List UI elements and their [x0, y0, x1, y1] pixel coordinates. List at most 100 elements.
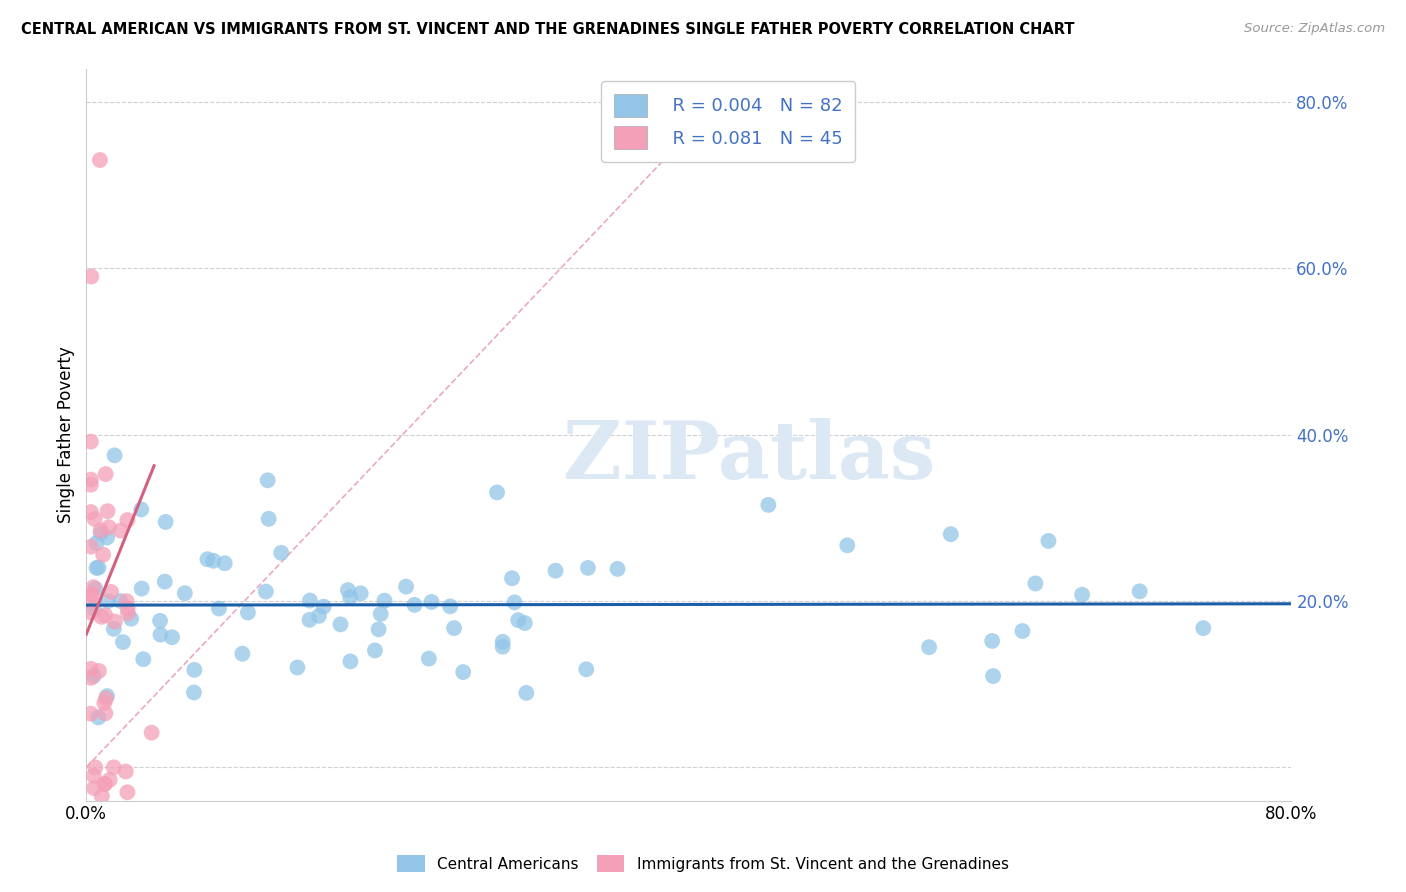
Point	[515, 686, 537, 700]
Text: Source: ZipAtlas.com: Source: ZipAtlas.com	[1244, 22, 1385, 36]
Point	[981, 669, 1004, 683]
Point	[298, 593, 321, 607]
Point	[173, 586, 195, 600]
Point	[183, 685, 205, 699]
Point	[80, 671, 103, 685]
Point	[80, 706, 103, 721]
Point	[439, 599, 461, 614]
Point	[94, 467, 117, 482]
Point	[141, 725, 163, 739]
Point	[606, 562, 628, 576]
Point	[90, 524, 112, 538]
Point	[420, 595, 443, 609]
Point	[80, 540, 103, 554]
Point	[87, 560, 110, 574]
Point	[298, 613, 321, 627]
Point	[236, 606, 259, 620]
Point	[918, 640, 941, 655]
Point	[80, 269, 103, 284]
Point	[90, 610, 112, 624]
Point	[508, 613, 530, 627]
Point	[513, 615, 536, 630]
Point	[87, 664, 110, 678]
Point	[93, 777, 115, 791]
Point	[90, 526, 112, 541]
Point	[82, 580, 104, 594]
Point	[367, 623, 389, 637]
Point	[94, 777, 117, 791]
Point	[254, 584, 277, 599]
Point	[287, 660, 309, 674]
Point	[103, 622, 125, 636]
Legend: Central Americans, Immigrants from St. Vincent and the Grenadines: Central Americans, Immigrants from St. V…	[389, 847, 1017, 880]
Point	[503, 595, 526, 609]
Point	[83, 781, 105, 796]
Point	[96, 531, 118, 545]
Point	[97, 594, 120, 608]
Point	[981, 634, 1004, 648]
Point	[83, 601, 105, 615]
Point	[1192, 621, 1215, 635]
Legend:   R = 0.004   N = 82,   R = 0.081   N = 45: R = 0.004 N = 82, R = 0.081 N = 45	[602, 81, 855, 162]
Point	[98, 772, 121, 787]
Point	[270, 546, 292, 560]
Point	[87, 710, 110, 724]
Point	[183, 663, 205, 677]
Point	[90, 789, 112, 804]
Point	[117, 601, 139, 615]
Point	[80, 588, 103, 602]
Point	[110, 594, 132, 608]
Point	[80, 505, 103, 519]
Text: CENTRAL AMERICAN VS IMMIGRANTS FROM ST. VINCENT AND THE GRENADINES SINGLE FATHER: CENTRAL AMERICAN VS IMMIGRANTS FROM ST. …	[21, 22, 1074, 37]
Point	[339, 655, 361, 669]
Point	[149, 614, 172, 628]
Point	[86, 561, 108, 575]
Text: ZIPatlas: ZIPatlas	[562, 417, 935, 496]
Point	[120, 612, 142, 626]
Point	[395, 580, 418, 594]
Point	[103, 449, 125, 463]
Point	[91, 548, 114, 562]
Point	[84, 760, 107, 774]
Point	[117, 607, 139, 621]
Point	[97, 504, 120, 518]
Point	[117, 785, 139, 799]
Point	[83, 669, 105, 683]
Point	[492, 635, 515, 649]
Point	[756, 498, 779, 512]
Point	[364, 643, 387, 657]
Point	[312, 599, 335, 614]
Point	[83, 769, 105, 783]
Point	[404, 598, 426, 612]
Point	[160, 630, 183, 644]
Point	[93, 696, 115, 710]
Point	[114, 764, 136, 779]
Point	[97, 520, 120, 534]
Point	[80, 662, 103, 676]
Point	[418, 651, 440, 665]
Point	[837, 538, 859, 552]
Point	[443, 621, 465, 635]
Point	[131, 502, 153, 516]
Point	[1024, 576, 1046, 591]
Point	[575, 662, 598, 676]
Point	[86, 536, 108, 550]
Point	[103, 760, 125, 774]
Point	[197, 552, 219, 566]
Point	[115, 594, 138, 608]
Point	[257, 512, 280, 526]
Point	[231, 647, 253, 661]
Point	[329, 617, 352, 632]
Point	[336, 583, 359, 598]
Point	[544, 564, 567, 578]
Point	[486, 485, 509, 500]
Point	[308, 608, 330, 623]
Point	[153, 574, 176, 589]
Point	[451, 665, 474, 679]
Point	[80, 606, 103, 620]
Point	[117, 513, 139, 527]
Point	[110, 524, 132, 538]
Point	[80, 434, 103, 449]
Point	[94, 691, 117, 706]
Point	[111, 635, 134, 649]
